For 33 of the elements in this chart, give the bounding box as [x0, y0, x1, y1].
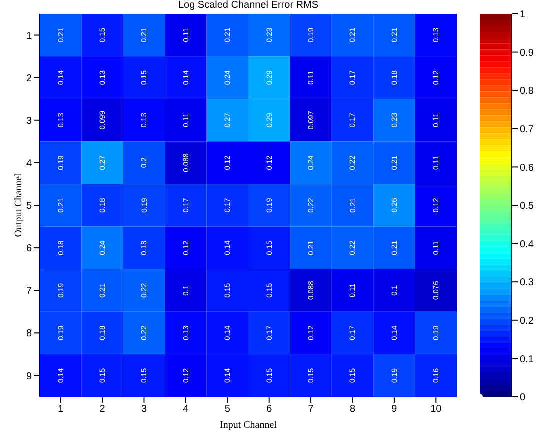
- x-tick-label: 3: [141, 404, 148, 416]
- x-tick-label: 2: [100, 404, 106, 416]
- x-tick-label: 9: [392, 404, 398, 416]
- x-tick-label: 6: [266, 404, 273, 416]
- color-bar-label: 0.8: [520, 86, 534, 98]
- color-bar-label: 0.9: [520, 48, 534, 59]
- color-bar-label: 0: [520, 392, 526, 404]
- y-tick-label: 9: [26, 371, 32, 382]
- y-tick-label: 5: [26, 201, 32, 212]
- x-tick-label: 10: [430, 404, 442, 416]
- y-axis-title: Output Channel: [14, 173, 25, 238]
- color-bar-label: 0.2: [520, 316, 534, 327]
- x-tick-label: 8: [350, 404, 356, 416]
- y-tick-label: 4: [26, 158, 32, 170]
- y-tick-label: 6: [26, 244, 32, 255]
- x-tick-label: 7: [308, 404, 314, 416]
- y-tick-label: 2: [26, 73, 32, 84]
- x-tick-label: 5: [224, 404, 231, 416]
- x-tick-label: 1: [58, 404, 64, 416]
- color-bar-label: 0.1: [520, 354, 534, 366]
- y-tick-label: 3: [26, 116, 32, 127]
- color-bar-label: 1: [520, 10, 526, 21]
- color-bar-label: 0.4: [520, 239, 534, 250]
- color-bar-label: 0.3: [520, 278, 534, 289]
- x-tick-label: 4: [183, 404, 190, 416]
- chart-title: Log Scaled Channel Error RMS: [177, 0, 320, 11]
- y-tick-label: 1: [26, 30, 32, 42]
- x-axis-title: Input Channel: [220, 420, 278, 431]
- color-bar-label: 0.7: [520, 124, 534, 136]
- color-bar-label: 0.5: [520, 201, 534, 212]
- y-tick-label: 8: [26, 328, 32, 340]
- y-tick-label: 7: [26, 286, 32, 298]
- color-bar-label: 0.6: [520, 162, 534, 174]
